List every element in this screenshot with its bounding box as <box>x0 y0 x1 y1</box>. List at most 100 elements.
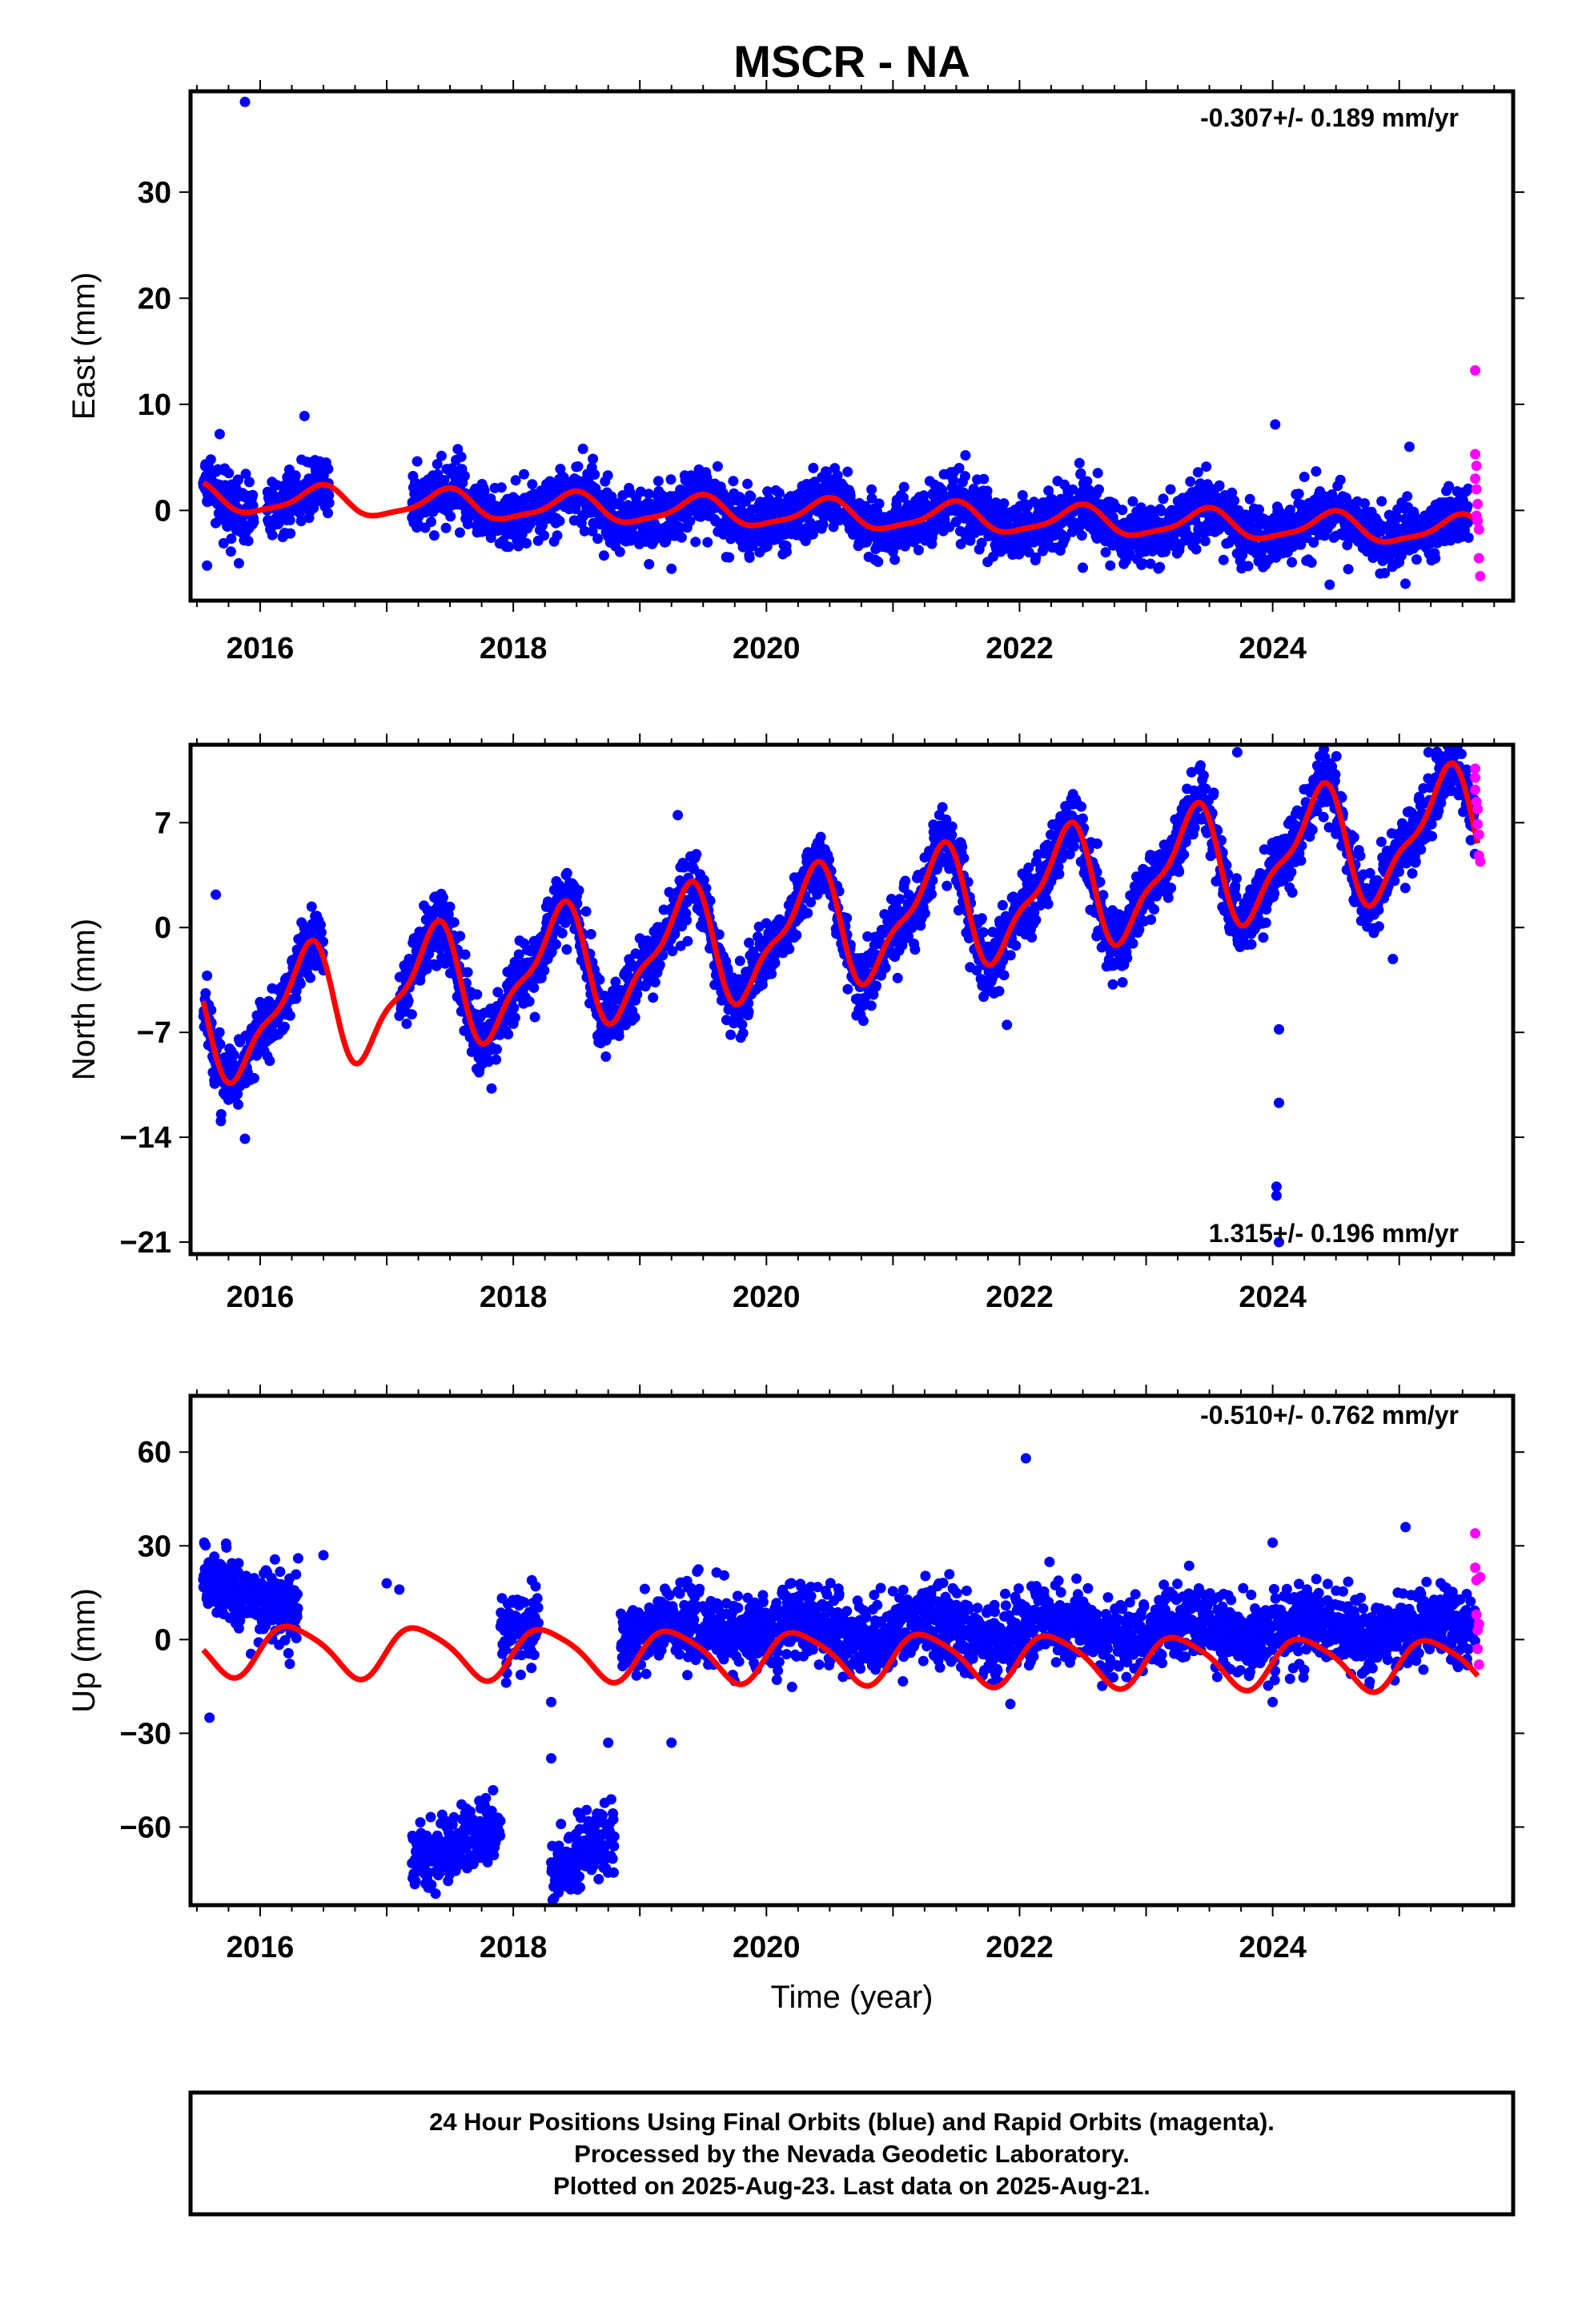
data-point <box>602 470 613 481</box>
data-point <box>743 1006 754 1017</box>
data-point <box>462 967 473 978</box>
data-point <box>690 537 701 548</box>
rapid-point <box>1475 571 1486 581</box>
data-point <box>1243 561 1254 572</box>
data-point <box>240 468 251 480</box>
data-point <box>529 1011 540 1023</box>
data-point <box>412 456 423 467</box>
data-point <box>594 974 605 985</box>
plot-frame <box>188 89 1516 603</box>
data-point <box>592 533 604 545</box>
data-point <box>225 546 236 557</box>
data-point <box>926 889 938 899</box>
data-point <box>744 937 755 948</box>
data-point <box>456 452 467 462</box>
data-point <box>900 541 910 552</box>
data-point <box>971 965 982 976</box>
data-point <box>698 875 709 886</box>
data-point <box>519 468 529 480</box>
data-point <box>892 972 903 983</box>
data-point <box>889 554 901 565</box>
final-orbit-points <box>198 745 1480 1248</box>
outlier-point <box>1324 579 1335 590</box>
data-point <box>766 968 777 979</box>
data-point <box>857 1000 868 1011</box>
data-point <box>657 950 669 961</box>
data-point <box>1463 483 1474 494</box>
data-point <box>436 450 447 461</box>
data-point <box>215 1039 226 1050</box>
rapid-orbit-points <box>1470 365 1486 581</box>
data-point <box>743 998 754 1009</box>
data-point <box>1145 558 1156 569</box>
data-point <box>539 530 550 541</box>
data-point <box>946 830 958 841</box>
data-point <box>745 491 757 502</box>
data-point <box>1462 517 1473 528</box>
y-tick-label: 30 <box>138 176 171 210</box>
data-point <box>824 854 834 865</box>
data-point <box>959 471 970 482</box>
data-point <box>598 550 609 561</box>
x-tick-label: 2020 <box>733 632 801 665</box>
data-point <box>279 1021 290 1032</box>
data-point <box>233 1099 243 1110</box>
data-point <box>954 463 965 473</box>
data-point <box>1158 493 1169 505</box>
data-point <box>1308 537 1319 548</box>
data-point <box>232 1088 243 1100</box>
data-point <box>614 546 625 557</box>
data-point <box>295 516 307 527</box>
data-point <box>1017 490 1028 501</box>
data-point <box>295 979 306 989</box>
data-point <box>665 474 677 485</box>
data-point <box>248 1072 259 1084</box>
data-point <box>965 535 976 546</box>
data-point <box>941 814 952 825</box>
data-point <box>1351 505 1362 517</box>
data-point <box>737 1027 749 1039</box>
data-point <box>1244 493 1255 505</box>
data-point <box>508 1003 520 1014</box>
data-point <box>273 518 284 529</box>
data-point <box>1402 491 1413 502</box>
data-point <box>978 927 989 938</box>
data-point <box>635 486 646 497</box>
data-point <box>1042 899 1054 910</box>
data-point <box>439 475 450 486</box>
data-point <box>948 475 959 486</box>
data-point <box>1030 552 1042 563</box>
data-point <box>1229 495 1240 506</box>
data-point <box>1165 484 1176 495</box>
data-point <box>454 527 465 538</box>
data-point <box>976 913 987 924</box>
data-point <box>1293 489 1304 500</box>
data-point <box>492 987 504 998</box>
data-point <box>1287 557 1298 568</box>
data-point <box>610 976 621 987</box>
data-point <box>1076 530 1087 541</box>
data-point <box>1218 554 1229 565</box>
data-point <box>305 972 315 983</box>
data-point <box>573 885 584 896</box>
data-point <box>243 476 255 488</box>
data-point <box>1030 915 1042 926</box>
data-point <box>492 1043 502 1055</box>
data-point <box>802 907 813 919</box>
data-point <box>200 987 211 999</box>
outlier-point <box>1270 419 1281 430</box>
data-point <box>667 946 678 957</box>
data-point <box>503 541 514 553</box>
data-point <box>1391 513 1403 524</box>
data-point <box>1379 568 1391 579</box>
data-point <box>1311 466 1322 477</box>
data-point <box>1105 560 1116 571</box>
data-point <box>228 1049 239 1060</box>
data-point <box>202 970 213 981</box>
data-point <box>524 996 535 1007</box>
data-point <box>323 489 335 501</box>
data-point <box>233 557 244 569</box>
data-point <box>674 521 685 533</box>
data-point <box>306 901 317 912</box>
